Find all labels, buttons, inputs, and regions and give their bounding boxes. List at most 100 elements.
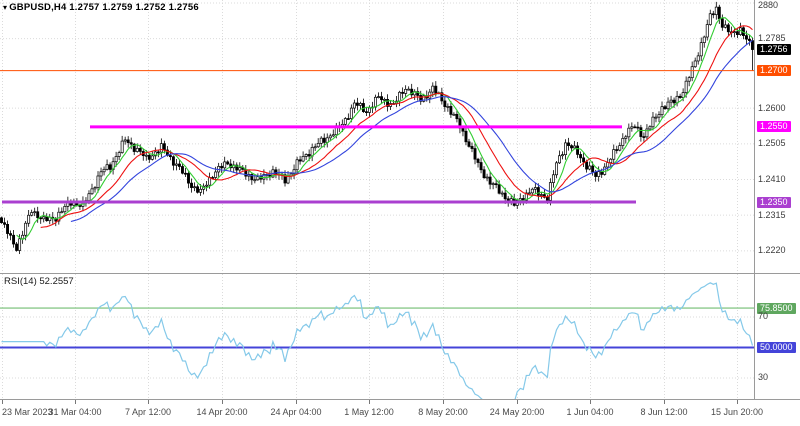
time-tick <box>737 400 738 404</box>
candle <box>449 101 453 118</box>
candle <box>446 103 450 112</box>
rsi-axis[interactable]: 75.8500 70 50.0000 30 <box>754 274 800 399</box>
time-axis[interactable]: 23 Mar 2023 31 Mar 04:00 7 Apr 12:00 14 Apr… <box>0 400 800 426</box>
rsi-chart-canvas[interactable] <box>0 274 754 399</box>
candle <box>33 207 37 217</box>
candle <box>615 145 619 154</box>
price-axis-label: 1.2220 <box>758 245 786 256</box>
candle <box>205 181 209 192</box>
candle <box>512 193 516 207</box>
candle <box>551 170 555 188</box>
candle <box>630 122 634 132</box>
candle <box>3 217 6 228</box>
candle <box>319 136 323 147</box>
price-level-badge: 1.2350 <box>757 196 791 208</box>
candle <box>726 22 730 36</box>
candle <box>15 241 19 252</box>
time-tick <box>443 400 444 404</box>
symbol-ohlc-text: GBPUSD,H4 1.2757 1.2759 1.2752 1.2756 <box>9 2 199 13</box>
price-level-badge: 1.2550 <box>757 121 791 133</box>
candle <box>244 165 248 180</box>
candle <box>404 85 408 97</box>
candle <box>621 133 625 150</box>
candle <box>181 163 184 175</box>
rsi-level-badge: 50.0000 <box>757 341 796 353</box>
candle <box>696 52 700 65</box>
candle <box>464 125 468 146</box>
candle <box>232 160 236 173</box>
candle <box>153 147 157 160</box>
candle <box>6 220 9 239</box>
candle <box>479 157 483 174</box>
price-axis-label: 1.2600 <box>758 102 786 113</box>
candle <box>114 151 118 167</box>
candle <box>126 136 130 148</box>
candle <box>645 124 649 141</box>
candle <box>570 144 573 152</box>
candle <box>723 20 727 29</box>
price-axis-label: 1.2785 <box>758 33 786 44</box>
candle <box>470 142 474 153</box>
candle <box>42 211 46 223</box>
price-axis-label: 1.2315 <box>758 209 786 220</box>
chart-menu-icon[interactable]: ▾ <box>3 3 8 12</box>
candle <box>184 168 187 177</box>
candle <box>220 162 224 173</box>
candle <box>738 22 742 36</box>
time-axis-label: 23 Mar 2023 <box>2 407 53 417</box>
candle <box>693 57 697 68</box>
candle <box>364 107 368 117</box>
candle <box>651 112 655 131</box>
candle <box>63 203 67 216</box>
candle <box>702 35 706 48</box>
candle <box>159 138 163 158</box>
price-chart-panel[interactable]: ▾ GBPUSD,H4 1.2757 1.2759 1.2752 1.2756 2… <box>0 0 800 273</box>
candle <box>174 158 178 171</box>
candle <box>573 141 576 150</box>
price-chart-canvas[interactable] <box>0 0 754 273</box>
candle <box>705 19 709 41</box>
candle <box>90 183 94 195</box>
rsi-grid-layer <box>0 274 754 399</box>
candle <box>567 137 570 151</box>
candle <box>111 157 115 175</box>
candle <box>144 149 148 161</box>
candle <box>9 230 13 241</box>
candle <box>178 160 181 171</box>
candle <box>654 113 658 123</box>
candle <box>120 135 124 154</box>
candle <box>117 150 121 161</box>
candle <box>663 104 667 110</box>
candle <box>624 134 628 144</box>
candle <box>301 151 305 163</box>
panel-separator[interactable] <box>0 273 800 274</box>
candle <box>346 113 350 120</box>
candle <box>331 129 335 138</box>
panel-separator[interactable] <box>0 399 800 400</box>
ma-line-slow <box>70 39 753 223</box>
candle <box>229 159 233 172</box>
candle <box>316 138 320 148</box>
candle <box>485 173 489 182</box>
candle <box>141 148 145 161</box>
time-tick <box>517 400 518 404</box>
candle <box>30 209 34 217</box>
candle <box>476 157 480 168</box>
candle <box>313 143 317 151</box>
candle <box>440 87 444 105</box>
time-axis-label: 24 Apr 04:00 <box>270 407 322 417</box>
time-tick <box>369 400 370 404</box>
candle <box>361 98 365 113</box>
rsi-panel[interactable]: RSI(14) 52.2557 75.8500 70 50.0000 30 <box>0 274 800 399</box>
price-axis[interactable]: 2880 1.2785 1.2756 1.2700 1.2600 1.2550 1.2505… <box>754 0 800 273</box>
time-axis-label: 14 Apr 20:00 <box>196 407 248 417</box>
time-tick <box>148 400 149 404</box>
candle <box>193 182 196 192</box>
candle <box>720 14 724 31</box>
candle <box>657 111 661 123</box>
candle <box>190 178 193 193</box>
candle <box>467 138 471 148</box>
candle <box>147 153 151 163</box>
rsi-axis-label: 30 <box>758 372 769 383</box>
rsi-line <box>1 282 754 399</box>
